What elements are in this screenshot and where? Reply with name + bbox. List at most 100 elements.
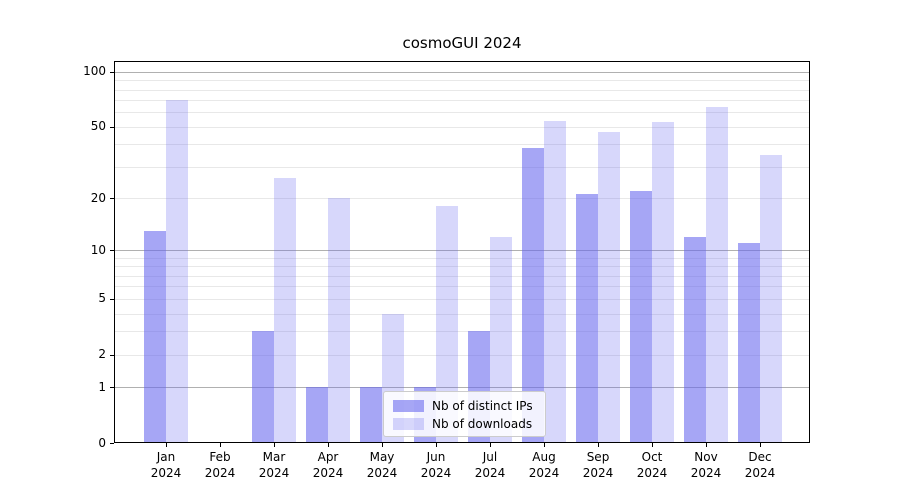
x-tick-month: May (369, 450, 395, 464)
x-tick-month: Jan (156, 450, 176, 464)
major-gridline (114, 387, 810, 389)
y-tick-mark (110, 443, 114, 444)
major-gridline (114, 250, 810, 252)
major-gridline (114, 71, 810, 73)
x-tick-year: 2024 (366, 466, 398, 480)
y-tick-label: 1 (98, 379, 106, 394)
y-tick-label: 20 (90, 190, 106, 205)
minor-gridline (114, 275, 810, 277)
x-tick-month: Aug (532, 450, 556, 464)
bar-distinct-ips-sep (576, 194, 598, 443)
minor-gridline (114, 298, 810, 300)
x-tick-label: Jan 2024 (138, 449, 194, 481)
bar-downloads-oct (652, 122, 674, 443)
x-tick-month: Mar (262, 450, 286, 464)
y-tick-label: 100 (83, 64, 106, 79)
y-tick-mark (110, 126, 114, 128)
x-tick-year: 2024 (204, 466, 236, 480)
plot-area (114, 61, 810, 443)
legend-label-downloads: Nb of downloads (432, 417, 533, 431)
minor-gridline (114, 198, 810, 200)
minor-gridline (114, 266, 810, 268)
x-tick-month: Dec (748, 450, 772, 464)
x-tick-label: May 2024 (354, 449, 410, 481)
x-tick-year: 2024 (312, 466, 344, 480)
y-tick-mark (110, 250, 114, 252)
x-tick-month: Nov (694, 450, 718, 464)
bar-downloads-jun (436, 206, 458, 443)
bar-distinct-ips-aug (522, 148, 544, 443)
y-tick-mark (110, 354, 114, 356)
x-tick-year: 2024 (690, 466, 722, 480)
bar-downloads-aug (544, 120, 566, 443)
x-tick-mark (166, 443, 167, 447)
x-tick-label: Sep 2024 (570, 449, 626, 481)
x-tick-mark (544, 443, 545, 447)
x-tick-mark (598, 443, 599, 447)
minor-gridline (114, 331, 810, 333)
x-tick-year: 2024 (474, 466, 506, 480)
bar-distinct-ips-jan (144, 230, 166, 443)
x-tick-month: Oct (641, 450, 663, 464)
x-tick-label: Feb 2024 (192, 449, 248, 481)
bar-downloads-mar (274, 177, 296, 443)
legend-swatch-distinct-ips (393, 400, 424, 412)
bar-distinct-ips-nov (684, 236, 706, 443)
minor-gridline (114, 100, 810, 102)
x-tick-mark (490, 443, 491, 447)
x-tick-year: 2024 (150, 466, 182, 480)
minor-gridline (114, 166, 810, 168)
bar-distinct-ips-oct (630, 190, 652, 443)
x-tick-month: Sep (586, 450, 610, 464)
x-tick-year: 2024 (636, 466, 668, 480)
y-tick-mark (110, 71, 114, 73)
x-tick-label: Mar 2024 (246, 449, 302, 481)
minor-gridline (114, 126, 810, 128)
x-tick-mark (220, 443, 221, 447)
y-tick-mark (110, 198, 114, 200)
bar-distinct-ips-mar (252, 331, 274, 443)
legend-swatch-downloads (393, 418, 424, 430)
bar-distinct-ips-dec (738, 243, 760, 443)
x-tick-label: Jun 2024 (408, 449, 464, 481)
legend-item-distinct-ips: Nb of distinct IPs (393, 397, 537, 415)
x-tick-mark (328, 443, 329, 447)
minor-gridline (114, 89, 810, 91)
minor-gridline (114, 286, 810, 288)
minor-gridline (114, 354, 810, 356)
minor-gridline (114, 313, 810, 315)
x-tick-year: 2024 (528, 466, 560, 480)
x-tick-mark (436, 443, 437, 447)
bar-downloads-dec (760, 154, 782, 443)
bar-distinct-ips-may (360, 387, 382, 443)
x-tick-mark (706, 443, 707, 447)
chart-title: cosmoGUI 2024 (402, 34, 522, 52)
minor-gridline (114, 257, 810, 259)
x-tick-label: Jul 2024 (462, 449, 518, 481)
x-tick-year: 2024 (744, 466, 776, 480)
legend-label-distinct-ips: Nb of distinct IPs (432, 399, 533, 413)
minor-gridline (114, 80, 810, 82)
y-tick-label: 5 (98, 291, 106, 306)
x-tick-month: Jul (482, 450, 498, 464)
y-tick-label: 0 (98, 435, 106, 450)
legend-item-downloads: Nb of downloads (393, 415, 537, 433)
bar-downloads-sep (598, 131, 620, 443)
x-tick-label: Dec 2024 (732, 449, 788, 481)
x-tick-year: 2024 (258, 466, 290, 480)
minor-gridline (114, 144, 810, 146)
bar-downloads-apr (328, 198, 350, 443)
x-tick-month: Feb (209, 450, 231, 464)
x-tick-mark (760, 443, 761, 447)
bar-downloads-jan (166, 100, 188, 443)
x-tick-label: Aug 2024 (516, 449, 572, 481)
x-tick-mark (274, 443, 275, 447)
x-tick-month: Jun (426, 450, 446, 464)
y-tick-mark (110, 387, 114, 389)
x-tick-label: Apr 2024 (300, 449, 356, 481)
legend: Nb of distinct IPs Nb of downloads (383, 391, 546, 437)
y-tick-label: 10 (90, 242, 106, 257)
x-tick-label: Nov 2024 (678, 449, 734, 481)
x-tick-label: Oct 2024 (624, 449, 680, 481)
